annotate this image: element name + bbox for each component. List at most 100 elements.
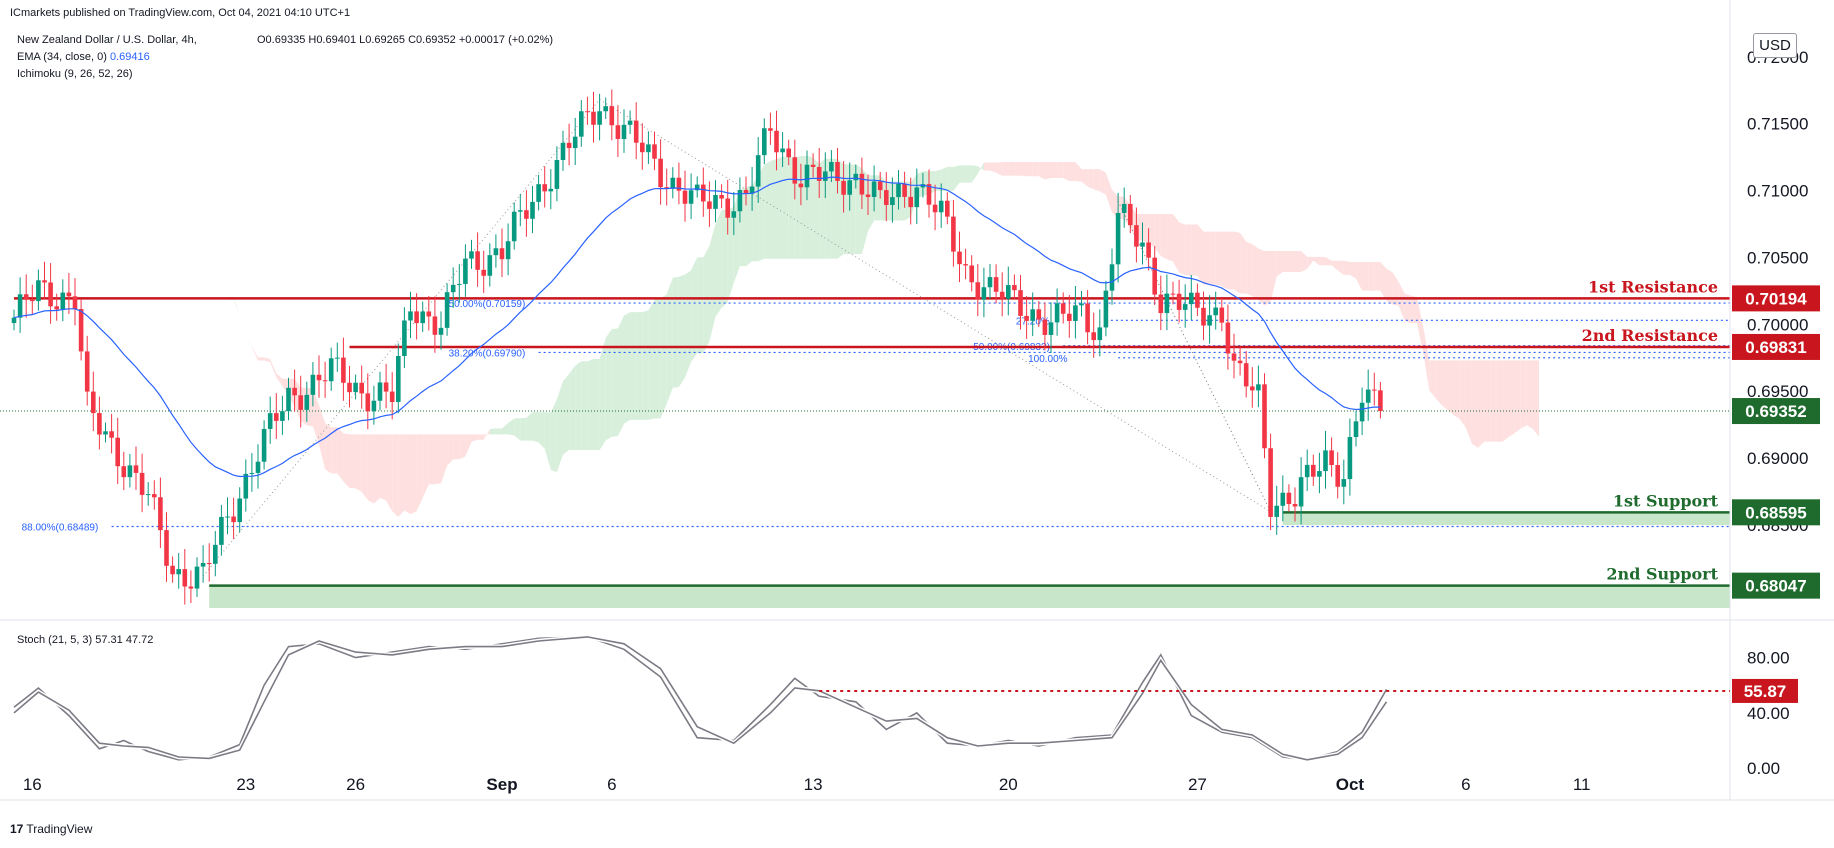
candle-body — [1060, 303, 1066, 314]
candle-body — [1359, 402, 1365, 422]
cloud-segment — [1063, 161, 1070, 181]
time-tick-label: 27 — [1188, 775, 1207, 794]
cloud-segment — [1398, 281, 1405, 322]
cloud-segment — [1417, 297, 1424, 352]
stoch-tick-label: 80.00 — [1747, 649, 1790, 668]
time-axis: 16 23 26 Sep 6 13 20 27 Oct 6 11 — [23, 775, 1591, 794]
candle-body — [511, 211, 517, 242]
legend-ema-value: 0.69416 — [109, 51, 150, 63]
candle-body — [1085, 303, 1090, 333]
candle-body — [1256, 384, 1261, 391]
candle-body — [579, 111, 584, 137]
cloud-segment — [935, 169, 942, 191]
cloud-segment — [599, 337, 606, 450]
cloud-segment — [764, 161, 771, 259]
cloud-segment — [1496, 360, 1503, 442]
candle-body — [249, 472, 255, 474]
cloud-segment — [447, 434, 454, 466]
cloud-segment — [1221, 231, 1228, 290]
candle-body — [1030, 309, 1035, 321]
cloud-segment — [1392, 272, 1399, 306]
candle-body — [115, 437, 120, 467]
cloud-segment — [1215, 231, 1222, 287]
candle-body — [999, 291, 1005, 299]
fibonacci-lines: 50.00%(0.70159) 38.20%(0.69790) 88.00%(0.6… — [22, 99, 1730, 577]
candle-body — [1036, 309, 1042, 320]
candle-body — [987, 277, 993, 288]
candle-body — [54, 306, 59, 310]
candle-body — [755, 155, 761, 187]
candle-body — [42, 280, 47, 283]
candle-body — [896, 183, 901, 198]
candle-body — [420, 311, 425, 324]
cloud-segment — [1435, 360, 1442, 405]
candle-body — [829, 161, 834, 172]
stoch-tick-label: 40.00 — [1747, 704, 1790, 723]
candle-body — [97, 413, 102, 435]
cloud-segment — [1038, 161, 1045, 180]
candle-body — [11, 317, 17, 324]
cloud-segment — [1319, 256, 1326, 266]
candle-body — [359, 382, 364, 394]
candle-body — [72, 296, 78, 310]
cloud-segment — [1270, 251, 1277, 303]
cloud-segment — [373, 434, 380, 504]
cloud-segment — [1112, 189, 1119, 219]
cloud-segment — [1520, 360, 1527, 429]
cloud-segment — [1362, 261, 1369, 291]
candle-body — [1006, 285, 1011, 299]
candle-body — [762, 128, 767, 156]
cloud-segment — [264, 357, 271, 363]
candle-body — [1341, 479, 1347, 487]
candle-body — [1121, 203, 1127, 213]
current-price-tag — [1732, 398, 1820, 425]
cloud-segment — [1227, 231, 1234, 290]
candle-body — [890, 197, 895, 205]
ema-34-line — [13, 176, 1381, 478]
candle-body — [444, 292, 450, 328]
candle-body — [286, 387, 291, 412]
cloud-segment — [1008, 161, 1015, 176]
cloud-segment — [459, 434, 466, 460]
candle-body — [469, 251, 474, 259]
cloud-segment — [1374, 262, 1381, 291]
cloud-segment — [1087, 169, 1094, 190]
candle-body — [463, 258, 468, 284]
candle-body — [255, 461, 261, 473]
candle-body — [585, 111, 590, 113]
cloud-segment — [1380, 262, 1387, 301]
candle-body — [1103, 290, 1109, 328]
cloud-segment — [825, 158, 832, 259]
candle-body — [36, 280, 41, 302]
candle-body — [200, 563, 206, 567]
cloud-segment — [532, 412, 539, 443]
candle-body — [1298, 477, 1304, 507]
cloud-segment — [392, 434, 399, 517]
currency-button[interactable]: USD — [1753, 33, 1797, 58]
candle-body — [1311, 464, 1316, 477]
candle-body — [505, 241, 511, 260]
candle-body — [548, 188, 554, 192]
price-tick-label: 0.69500 — [1747, 382, 1808, 401]
cloud-segment — [1252, 244, 1259, 301]
cloud-segment — [1349, 261, 1356, 279]
candle-body — [957, 251, 962, 265]
cloud-segment — [361, 434, 368, 500]
cloud-segment — [1386, 268, 1393, 305]
candle-body — [170, 565, 175, 575]
cloud-segment — [1307, 256, 1314, 269]
candle-body — [1012, 285, 1017, 291]
fib-label: 100.00% — [1028, 354, 1068, 365]
cloud-segment — [538, 412, 545, 449]
time-tick-label: Sep — [486, 775, 517, 794]
cloud-segment — [965, 165, 972, 183]
candle-body — [591, 111, 596, 125]
candle-body — [1304, 464, 1310, 478]
cloud-segment — [1166, 213, 1173, 262]
cloud-segment — [1160, 213, 1167, 260]
tradingview-logo[interactable]: 17 TradingView — [10, 822, 92, 836]
cloud-segment — [1288, 251, 1295, 273]
candle-body — [225, 516, 230, 518]
cloud-segment — [441, 434, 448, 484]
